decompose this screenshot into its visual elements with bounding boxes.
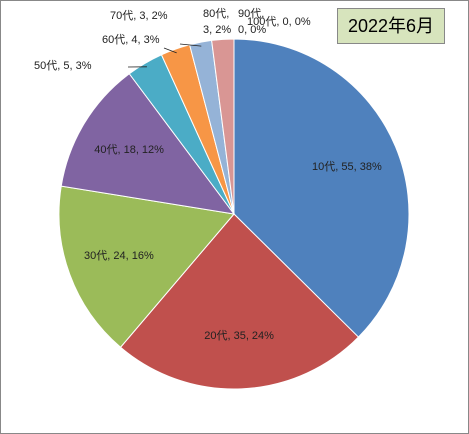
pie-slice xyxy=(119,213,360,390)
pie-slice xyxy=(60,73,236,215)
data-label: 30代, 24, 16% xyxy=(84,250,154,263)
chart-title: 2022年6月 xyxy=(337,8,445,44)
data-label: 50代, 5, 3% xyxy=(34,60,92,72)
data-label: 100代, 0, 0% xyxy=(247,16,311,28)
data-label: 60代, 4, 3% xyxy=(102,34,160,46)
pie-slice xyxy=(233,38,410,338)
data-label: 20代, 35, 24% xyxy=(204,330,274,343)
data-label: 80代, 3, 2% xyxy=(203,8,232,36)
data-label: 10代, 55, 38% xyxy=(312,160,382,173)
leader-line xyxy=(179,43,202,47)
leader-line xyxy=(163,47,177,54)
data-label: 70代, 3, 2% xyxy=(110,10,168,22)
data-label: 40代, 18, 12% xyxy=(94,144,164,157)
data-label: 90代, 0, 0% xyxy=(238,8,267,36)
pie-slice xyxy=(58,185,235,348)
